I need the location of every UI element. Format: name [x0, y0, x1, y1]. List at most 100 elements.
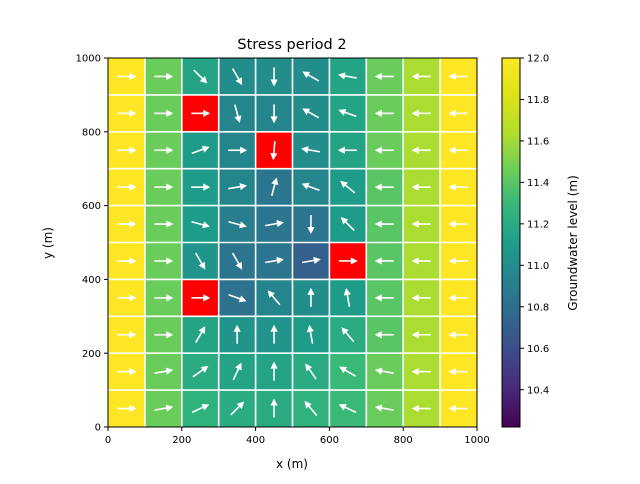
flow-arrow — [302, 71, 320, 82]
axes: 0 200 400 600 800 1000 0 200 400 600 800 1000 — [76, 54, 490, 446]
flow-arrow — [191, 404, 210, 414]
flow-arrow — [154, 220, 174, 228]
flow-arrow-shaft — [301, 259, 317, 264]
flow-arrow-shaft — [344, 330, 355, 343]
chart-title: Stress period 2 — [237, 37, 346, 53]
flow-arrow — [154, 257, 174, 265]
flow-arrow-shaft — [272, 141, 276, 156]
colorbar-label: Groundwater level (m) — [566, 175, 580, 311]
flow-arrow-head — [236, 401, 245, 409]
flow-arrow-head — [302, 108, 311, 115]
flow-arrow-shaft — [265, 222, 280, 227]
flow-arrow-head — [338, 72, 346, 80]
flow-arrow — [448, 368, 468, 376]
flow-arrow-shaft — [193, 69, 205, 81]
y-axis-label: y (m) — [41, 227, 55, 259]
flow-arrow-head — [448, 368, 456, 376]
colorbar-tick-label: 10.4 — [527, 385, 549, 396]
flow-arrow-shaft — [342, 405, 357, 414]
flow-arrow — [448, 257, 468, 265]
flow-arrow-head — [166, 220, 174, 228]
flow-arrow-shaft — [346, 292, 351, 307]
flow-arrow — [117, 331, 137, 339]
flow-arrow-head — [235, 362, 242, 371]
x-tick-label: 800 — [394, 435, 413, 446]
flow-arrow-shaft — [228, 185, 243, 190]
flow-arrow — [270, 398, 278, 418]
flow-arrow — [307, 287, 315, 307]
flow-arrow — [154, 367, 174, 375]
flow-arrow — [338, 404, 357, 414]
flow-arrow-shaft — [231, 252, 241, 266]
flow-arrow — [117, 109, 137, 117]
flow-arrow — [411, 294, 431, 302]
flow-arrow-shaft — [195, 252, 204, 266]
flow-arrow — [228, 183, 247, 191]
flow-arrow — [448, 109, 468, 117]
x-axis-label: x (m) — [276, 457, 308, 471]
flow-arrow-head — [374, 257, 382, 265]
flow-arrow-head — [411, 72, 419, 81]
flow-arrow-shaft — [228, 220, 243, 227]
flow-arrow — [154, 183, 174, 191]
flow-arrow — [191, 220, 210, 229]
flow-arrow — [343, 288, 351, 307]
flow-arrow — [191, 183, 211, 191]
flow-arrow — [338, 257, 358, 265]
flow-arrow — [191, 294, 211, 302]
flow-arrow — [448, 331, 468, 339]
flow-arrow-head — [339, 366, 348, 374]
flow-arrow-head — [411, 183, 419, 191]
colorbar-tick-label: 11.8 — [527, 95, 549, 106]
flow-arrow-shaft — [307, 367, 317, 380]
x-tick-label: 600 — [320, 435, 339, 446]
flow-arrow-shaft — [343, 219, 355, 231]
flow-arrow-head — [313, 256, 321, 264]
flow-arrow-head — [271, 177, 279, 186]
flow-arrow-shaft — [234, 104, 240, 119]
flow-arrow — [265, 219, 284, 228]
flow-arrow — [117, 220, 137, 228]
flow-arrow — [230, 401, 245, 416]
flow-arrow-head — [374, 404, 383, 412]
colorbar-tick-label: 12.0 — [527, 54, 549, 65]
colorbar-frame — [501, 57, 521, 428]
flow-arrow — [191, 109, 211, 117]
flow-arrow-head — [411, 404, 419, 413]
flow-arrow-head — [411, 257, 419, 265]
flow-arrow — [448, 72, 468, 81]
flow-arrow-head — [374, 294, 382, 302]
flow-arrow — [338, 72, 357, 80]
x-tick-label: 400 — [246, 435, 265, 446]
flow-arrow — [374, 257, 394, 265]
flow-arrow-shaft — [231, 68, 241, 82]
flow-arrow — [340, 216, 355, 231]
flow-arrow-head — [448, 257, 456, 265]
colorbar: 10.4 10.6 10.8 11.0 11.2 11.4 11.6 11.8 12.0 Gro… — [501, 54, 580, 428]
flow-arrow-head — [129, 331, 137, 339]
flow-arrow-head — [166, 331, 174, 339]
flow-arrow — [305, 363, 317, 380]
flow-arrow — [270, 324, 278, 344]
flow-arrow-head — [233, 324, 241, 332]
flow-arrow — [231, 252, 243, 270]
flow-arrow-shaft — [154, 406, 169, 411]
flow-arrow — [270, 361, 278, 381]
flow-arrow-head — [129, 183, 137, 191]
flow-arrow-head — [129, 368, 137, 376]
flow-arrow-shaft — [195, 330, 204, 343]
flow-arrow — [195, 252, 206, 270]
flow-arrow-head — [199, 76, 208, 84]
flow-arrow — [411, 109, 431, 117]
flow-arrow — [341, 327, 355, 343]
flow-arrow — [270, 177, 279, 197]
flow-arrow-shaft — [343, 183, 356, 194]
flow-arrow-head — [340, 180, 348, 188]
flow-arrow — [234, 104, 242, 124]
flow-arrow-shaft — [309, 329, 314, 344]
flow-arrow — [195, 326, 206, 343]
y-tick-label: 600 — [82, 201, 101, 212]
flow-arrow-head — [304, 400, 312, 409]
flow-arrow — [233, 324, 241, 344]
flow-arrow-head — [239, 183, 247, 191]
